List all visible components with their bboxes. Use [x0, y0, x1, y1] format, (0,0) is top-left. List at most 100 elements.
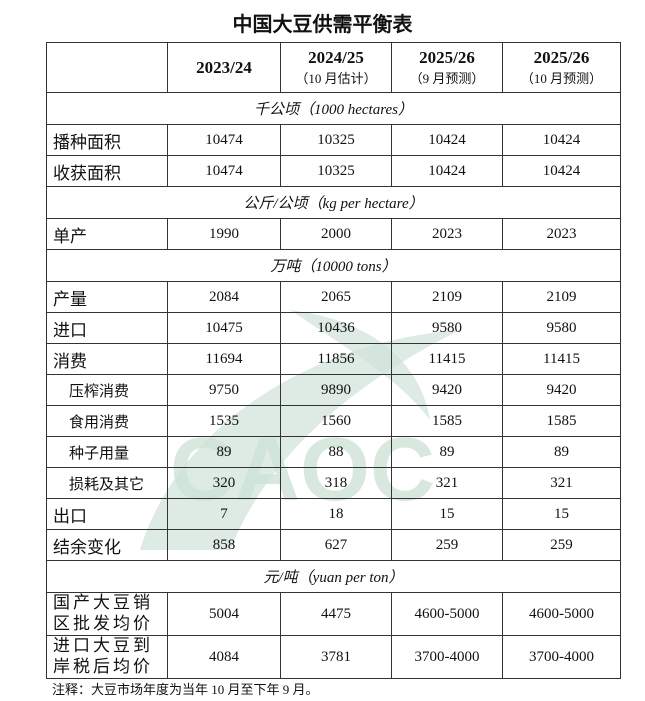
cell-value: 11415 [502, 343, 621, 375]
row-label: 损耗及其它 [46, 467, 168, 499]
cell-value: 321 [391, 467, 503, 499]
cell-value: 1585 [502, 405, 621, 437]
cell-value: 10474 [167, 124, 281, 156]
table-row: 收获面积 10474 10325 10424 10424 [46, 155, 621, 187]
cell-value: 7 [167, 498, 281, 530]
unit-label: 元/吨（yuan per ton） [46, 560, 621, 593]
table-row: 结余变化 858 627 259 259 [46, 529, 621, 561]
row-label: 种子用量 [46, 436, 168, 468]
cell-value: 3700-4000 [391, 635, 503, 679]
cell-value: 10424 [391, 155, 503, 187]
cell-value: 2023 [391, 218, 503, 250]
cell-value: 318 [280, 467, 392, 499]
unit-row: 千公顷（1000 hectares） [46, 92, 621, 125]
table-row: 种子用量 89 88 89 89 [46, 436, 621, 468]
cell-value: 4600-5000 [502, 592, 621, 636]
cell-value: 89 [167, 436, 281, 468]
cell-value: 11415 [391, 343, 503, 375]
cell-value: 15 [502, 498, 621, 530]
cell-value: 18 [280, 498, 392, 530]
row-label: 单产 [46, 218, 168, 250]
cell-value: 88 [280, 436, 392, 468]
cell-value: 1535 [167, 405, 281, 437]
col-2024-25: 2024/25 （10 月估计） [280, 42, 392, 93]
table-row: 消费 11694 11856 11415 11415 [46, 343, 621, 375]
cell-value: 9420 [502, 374, 621, 406]
row-label: 国产大豆销 区批发均价 [46, 592, 168, 636]
cell-value: 321 [502, 467, 621, 499]
cell-value: 9580 [391, 312, 503, 344]
cell-value: 3700-4000 [502, 635, 621, 679]
row-label: 结余变化 [46, 529, 168, 561]
cell-value: 10325 [280, 155, 392, 187]
col-2025-26-sep: 2025/26 （9 月预测） [391, 42, 503, 93]
table-row: 出口 7 18 15 15 [46, 498, 621, 530]
row-label: 食用消费 [46, 405, 168, 437]
row-label: 收获面积 [46, 155, 168, 187]
table-row: 产量 2084 2065 2109 2109 [46, 281, 621, 313]
cell-value: 320 [167, 467, 281, 499]
cell-value: 2109 [502, 281, 621, 313]
table-row: 单产 1990 2000 2023 2023 [46, 218, 621, 250]
row-label: 进口 [46, 312, 168, 344]
cell-value: 1585 [391, 405, 503, 437]
unit-label: 千公顷（1000 hectares） [46, 92, 621, 125]
table-row: 损耗及其它 320 318 321 321 [46, 467, 621, 499]
unit-row: 元/吨（yuan per ton） [46, 560, 621, 593]
unit-row: 公斤/公顷（kg per hectare） [46, 186, 621, 219]
row-label: 消费 [46, 343, 168, 375]
row-label: 出口 [46, 498, 168, 530]
cell-value: 2023 [502, 218, 621, 250]
table-row: 食用消费 1535 1560 1585 1585 [46, 405, 621, 437]
cell-value: 2084 [167, 281, 281, 313]
col-2025-26-oct: 2025/26 （10 月预测） [502, 42, 621, 93]
row-label: 播种面积 [46, 124, 168, 156]
cell-value: 9420 [391, 374, 503, 406]
cell-value: 10475 [167, 312, 281, 344]
cell-value: 2000 [280, 218, 392, 250]
cell-value: 9580 [502, 312, 621, 344]
row-label: 进口大豆到 岸税后均价 [46, 635, 168, 679]
table-row: 播种面积 10474 10325 10424 10424 [46, 124, 621, 156]
soybean-balance-table: 2023/24 2024/25 （10 月估计） 2025/26 （9 月预测） 2… [46, 42, 621, 679]
cell-value: 89 [391, 436, 503, 468]
price-row: 国产大豆销 区批发均价 5004 4475 4600-5000 4600-5000 [46, 592, 621, 636]
cell-value: 10325 [280, 124, 392, 156]
unit-label: 公斤/公顷（kg per hectare） [46, 186, 621, 219]
cell-value: 2109 [391, 281, 503, 313]
cell-value: 9890 [280, 374, 392, 406]
cell-value: 10424 [502, 155, 621, 187]
row-label: 产量 [46, 281, 168, 313]
unit-label: 万吨（10000 tons） [46, 249, 621, 282]
cell-value: 2065 [280, 281, 392, 313]
table-row: 压榨消费 9750 9890 9420 9420 [46, 374, 621, 406]
row-label: 压榨消费 [46, 374, 168, 406]
cell-value: 4600-5000 [391, 592, 503, 636]
header-row: 2023/24 2024/25 （10 月估计） 2025/26 （9 月预测） 2… [46, 42, 621, 93]
cell-value: 858 [167, 529, 281, 561]
page-title: 中国大豆供需平衡表 [232, 12, 413, 36]
cell-value: 10424 [502, 124, 621, 156]
cell-value: 259 [502, 529, 621, 561]
cell-value: 10436 [280, 312, 392, 344]
cell-value: 15 [391, 498, 503, 530]
cell-value: 259 [391, 529, 503, 561]
cell-value: 11856 [280, 343, 392, 375]
cell-value: 11694 [167, 343, 281, 375]
cell-value: 4084 [167, 635, 281, 679]
price-row: 进口大豆到 岸税后均价 4084 3781 3700-4000 3700-4000 [46, 635, 621, 679]
footnote: 注释：大豆市场年度为当年 10 月至下年 9 月。 [52, 682, 319, 697]
cell-value: 10474 [167, 155, 281, 187]
cell-value: 1560 [280, 405, 392, 437]
cell-value: 1990 [167, 218, 281, 250]
cell-value: 3781 [280, 635, 392, 679]
cell-value: 9750 [167, 374, 281, 406]
cell-value: 89 [502, 436, 621, 468]
cell-value: 5004 [167, 592, 281, 636]
cell-value: 10424 [391, 124, 503, 156]
cell-value: 4475 [280, 592, 392, 636]
table-row: 进口 10475 10436 9580 9580 [46, 312, 621, 344]
col-2023-24: 2023/24 [167, 42, 281, 93]
unit-row: 万吨（10000 tons） [46, 249, 621, 282]
cell-value: 627 [280, 529, 392, 561]
